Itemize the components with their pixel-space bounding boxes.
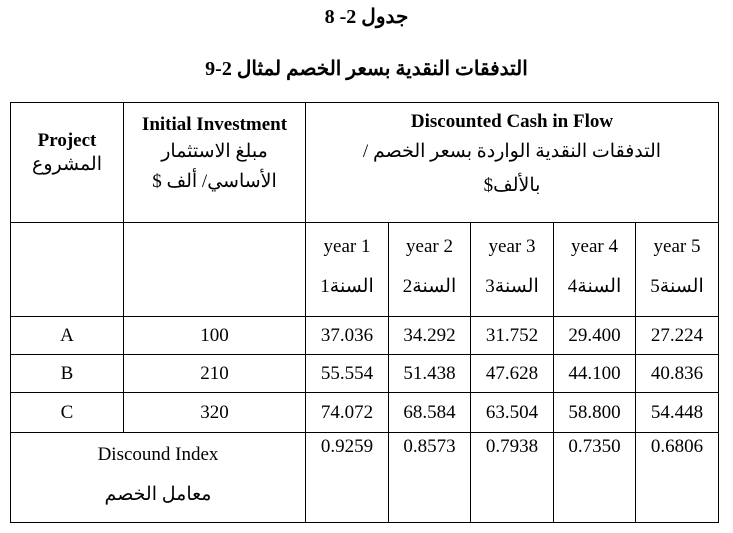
value-cell: 47.628 xyxy=(470,354,554,393)
header-investment-ar2: الأساسي/ ألف $ xyxy=(152,171,277,192)
value-cell: 31.752 xyxy=(470,316,554,355)
year-ar: السنة2 xyxy=(402,276,457,297)
header-project: Project المشروع xyxy=(10,102,124,223)
table-row: C 320 74.072 68.584 63.504 58.800 54.448 xyxy=(10,392,719,433)
empty-cell xyxy=(10,222,124,317)
year-header: year 2 السنة2 xyxy=(388,222,471,317)
year-ar: السنة5 xyxy=(650,276,704,297)
table-row: A 100 37.036 34.292 31.752 29.400 27.224 xyxy=(10,316,719,355)
year-en: year 3 xyxy=(488,236,536,257)
year-header: year 1 السنة1 xyxy=(305,222,389,317)
header-dcf-ar2: بالألف$ xyxy=(483,175,541,196)
value-cell: 44.100 xyxy=(553,354,636,393)
header-dcf-en: Discounted Cash in Flow xyxy=(410,111,614,132)
year-header: year 4 السنة4 xyxy=(553,222,636,317)
investment-cell: 210 xyxy=(123,354,306,393)
index-cell: 0.6806 xyxy=(635,432,719,523)
discount-index-label-ar: معامل الخصم xyxy=(104,484,212,505)
year-en: year 2 xyxy=(406,236,453,257)
header-dcf: Discounted Cash in Flow التدفقات النقدية… xyxy=(305,102,719,223)
year-header: year 3 السنة3 xyxy=(470,222,554,317)
value-cell: 34.292 xyxy=(388,316,471,355)
years-row: year 1 السنة1 year 2 السنة2 year 3 السنة3 y… xyxy=(10,222,719,317)
table-row: B 210 55.554 51.438 47.628 44.100 40.836 xyxy=(10,354,719,393)
header-dcf-ar1: التدفقات النقدية الواردة بسعر الخصم / xyxy=(362,141,662,162)
year-ar: السنة1 xyxy=(320,276,374,297)
discount-index-label: Discound Index معامل الخصم xyxy=(10,432,306,523)
header-project-ar: المشروع xyxy=(32,154,102,175)
project-cell: B xyxy=(10,354,124,393)
header-project-en: Project xyxy=(37,130,97,151)
header-investment-ar1: مبلغ الاستثمار xyxy=(161,141,268,162)
header-investment: Initial Investment مبلغ الاستثمار الأساس… xyxy=(123,102,306,223)
discount-index-label-en: Discound Index xyxy=(97,444,219,465)
investment-cell: 320 xyxy=(123,392,306,433)
year-en: year 5 xyxy=(653,236,701,257)
index-cell: 0.9259 xyxy=(305,432,389,523)
header-investment-en: Initial Investment xyxy=(141,114,288,135)
index-cell: 0.8573 xyxy=(388,432,471,523)
project-cell: C xyxy=(10,392,124,433)
value-cell: 51.438 xyxy=(388,354,471,393)
discounted-cash-flow-table: Project المشروع Initial Investment مبلغ … xyxy=(10,102,719,523)
year-en: year 1 xyxy=(323,236,371,257)
value-cell: 55.554 xyxy=(305,354,389,393)
year-ar: السنة4 xyxy=(567,276,622,297)
value-cell: 29.400 xyxy=(553,316,636,355)
year-header: year 5 السنة5 xyxy=(635,222,719,317)
value-cell: 58.800 xyxy=(553,392,636,433)
value-cell: 27.224 xyxy=(635,316,719,355)
value-cell: 68.584 xyxy=(388,392,471,433)
value-cell: 40.836 xyxy=(635,354,719,393)
index-cell: 0.7938 xyxy=(470,432,554,523)
year-en: year 4 xyxy=(571,236,618,257)
table-number: جدول 2- 8 xyxy=(324,6,409,28)
value-cell: 74.072 xyxy=(305,392,389,433)
index-cell: 0.7350 xyxy=(553,432,636,523)
empty-cell xyxy=(123,222,306,317)
value-cell: 54.448 xyxy=(635,392,719,433)
investment-cell: 100 xyxy=(123,316,306,355)
project-cell: A xyxy=(10,316,124,355)
year-ar: السنة3 xyxy=(485,276,539,297)
value-cell: 37.036 xyxy=(305,316,389,355)
discount-index-row: Discound Index معامل الخصم 0.9259 0.8573… xyxy=(10,432,719,523)
table-title: التدفقات النقدية بسعر الخصم لمثال 2-9 xyxy=(205,58,528,80)
value-cell: 63.504 xyxy=(470,392,554,433)
